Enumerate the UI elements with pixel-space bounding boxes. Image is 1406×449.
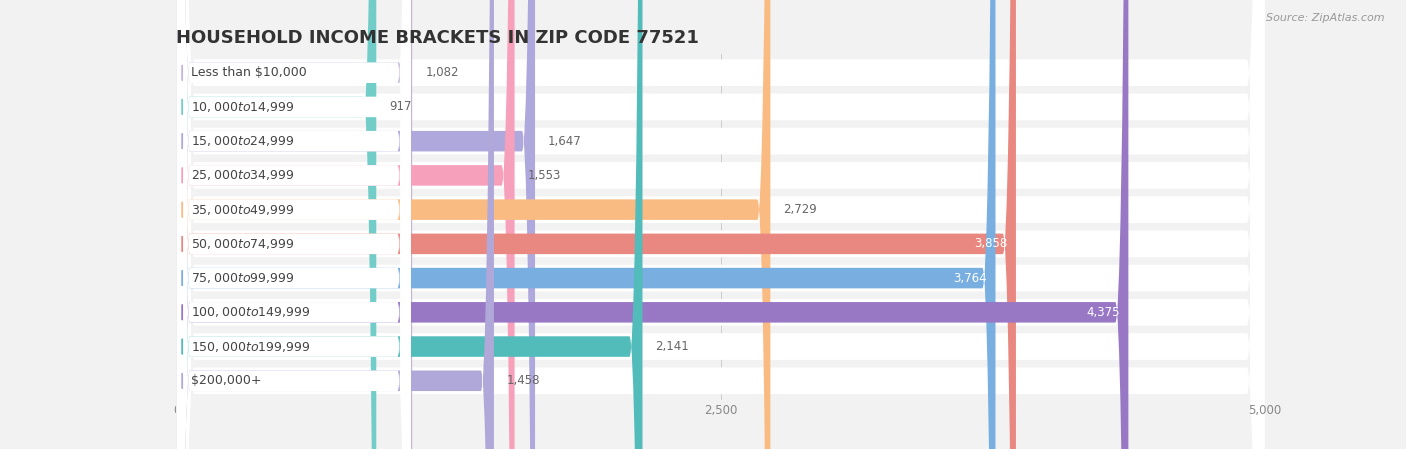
Text: $75,000 to $99,999: $75,000 to $99,999 xyxy=(191,271,295,285)
FancyBboxPatch shape xyxy=(177,0,1264,449)
Text: 917: 917 xyxy=(389,101,412,114)
Text: 3,764: 3,764 xyxy=(953,272,987,285)
Text: $50,000 to $74,999: $50,000 to $74,999 xyxy=(191,237,295,251)
Text: $200,000+: $200,000+ xyxy=(191,374,262,387)
FancyBboxPatch shape xyxy=(177,0,1264,449)
Text: 3,858: 3,858 xyxy=(974,238,1007,251)
FancyBboxPatch shape xyxy=(177,0,411,449)
Text: $15,000 to $24,999: $15,000 to $24,999 xyxy=(191,134,295,148)
FancyBboxPatch shape xyxy=(177,0,412,449)
FancyBboxPatch shape xyxy=(177,0,770,449)
FancyBboxPatch shape xyxy=(177,0,1264,449)
FancyBboxPatch shape xyxy=(177,0,1017,449)
FancyBboxPatch shape xyxy=(177,0,411,449)
FancyBboxPatch shape xyxy=(177,0,536,449)
Text: 1,458: 1,458 xyxy=(508,374,540,387)
Text: 2,729: 2,729 xyxy=(783,203,817,216)
FancyBboxPatch shape xyxy=(177,0,411,449)
FancyBboxPatch shape xyxy=(177,0,1264,449)
FancyBboxPatch shape xyxy=(177,0,1264,449)
FancyBboxPatch shape xyxy=(177,0,643,449)
FancyBboxPatch shape xyxy=(177,0,411,449)
FancyBboxPatch shape xyxy=(177,0,494,449)
FancyBboxPatch shape xyxy=(177,0,1264,449)
FancyBboxPatch shape xyxy=(177,0,1129,449)
FancyBboxPatch shape xyxy=(177,0,1264,449)
FancyBboxPatch shape xyxy=(177,0,1264,449)
Text: 2,141: 2,141 xyxy=(655,340,689,353)
Text: $25,000 to $34,999: $25,000 to $34,999 xyxy=(191,168,295,182)
Text: Less than $10,000: Less than $10,000 xyxy=(191,66,307,79)
FancyBboxPatch shape xyxy=(177,0,995,449)
Text: 1,553: 1,553 xyxy=(527,169,561,182)
Text: Source: ZipAtlas.com: Source: ZipAtlas.com xyxy=(1267,13,1385,23)
FancyBboxPatch shape xyxy=(177,0,411,449)
FancyBboxPatch shape xyxy=(177,0,515,449)
Text: $150,000 to $199,999: $150,000 to $199,999 xyxy=(191,339,311,353)
Text: $35,000 to $49,999: $35,000 to $49,999 xyxy=(191,202,295,216)
Text: 1,647: 1,647 xyxy=(548,135,582,148)
FancyBboxPatch shape xyxy=(177,0,1264,449)
FancyBboxPatch shape xyxy=(177,0,411,449)
Text: $10,000 to $14,999: $10,000 to $14,999 xyxy=(191,100,295,114)
Text: $100,000 to $149,999: $100,000 to $149,999 xyxy=(191,305,311,319)
Text: 1,082: 1,082 xyxy=(425,66,458,79)
FancyBboxPatch shape xyxy=(177,0,411,449)
FancyBboxPatch shape xyxy=(177,0,411,449)
FancyBboxPatch shape xyxy=(177,0,411,449)
FancyBboxPatch shape xyxy=(177,0,377,449)
Text: 4,375: 4,375 xyxy=(1087,306,1119,319)
Text: HOUSEHOLD INCOME BRACKETS IN ZIP CODE 77521: HOUSEHOLD INCOME BRACKETS IN ZIP CODE 77… xyxy=(176,29,699,47)
FancyBboxPatch shape xyxy=(177,0,1264,449)
FancyBboxPatch shape xyxy=(177,0,411,449)
